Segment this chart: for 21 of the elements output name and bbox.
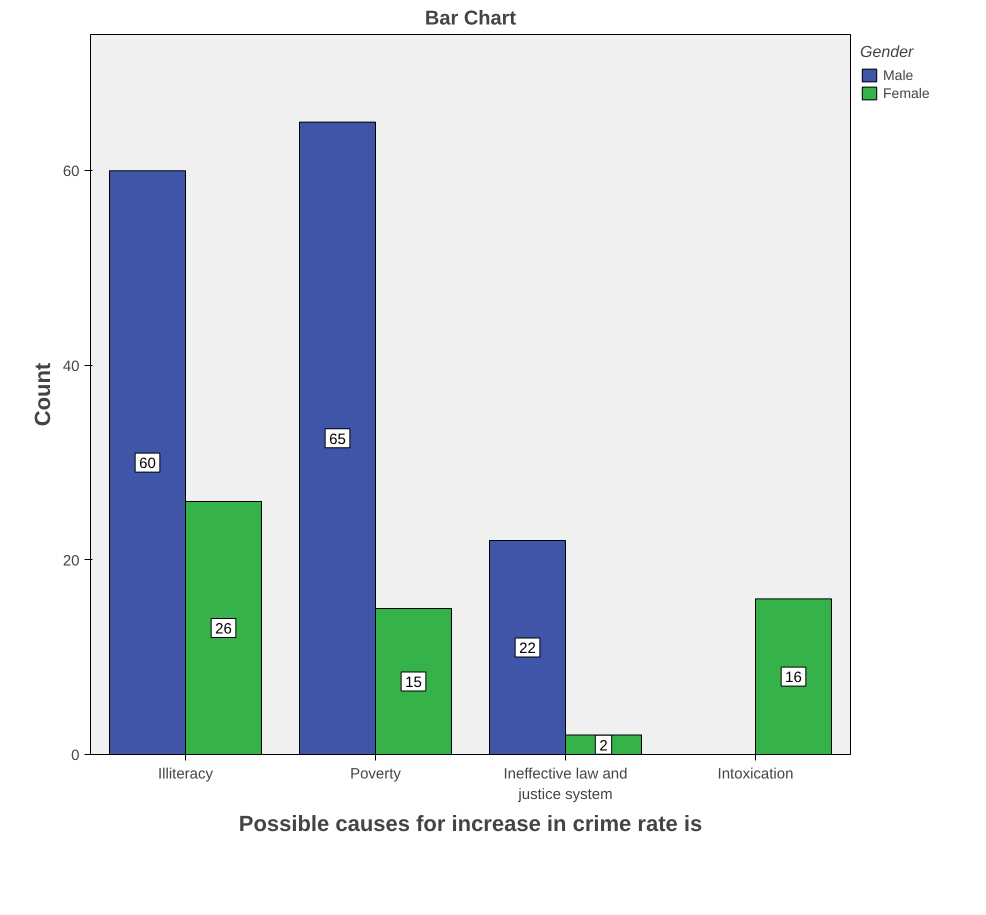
y-tick-label: 20	[62, 552, 80, 570]
data-label: 16	[785, 669, 802, 686]
x-tick-label: Ineffective law and justice system	[504, 766, 628, 803]
data-label: 60	[139, 455, 156, 472]
data-label: 15	[405, 674, 422, 692]
y-axis-title: Count	[30, 362, 55, 426]
data-label: 2	[599, 737, 608, 754]
y-tick-label: 60	[62, 163, 80, 180]
chart-title: Bar Chart	[424, 8, 516, 30]
x-tick-label: Illiteracy	[158, 766, 214, 782]
data-label: 65	[329, 430, 346, 448]
x-axis-title: Possible causes for increase in crime rate is	[238, 810, 702, 836]
x-tick-label: Poverty	[350, 766, 402, 782]
x-tick-label: Intoxication	[718, 766, 794, 782]
data-label: 26	[215, 620, 232, 638]
y-tick-label: 0	[71, 747, 80, 764]
data-label: 22	[519, 640, 536, 657]
legend-title: Gender	[860, 44, 915, 62]
legend-label: Male	[883, 67, 914, 83]
y-tick-label: 40	[62, 358, 80, 375]
legend-label: Female	[883, 85, 930, 101]
